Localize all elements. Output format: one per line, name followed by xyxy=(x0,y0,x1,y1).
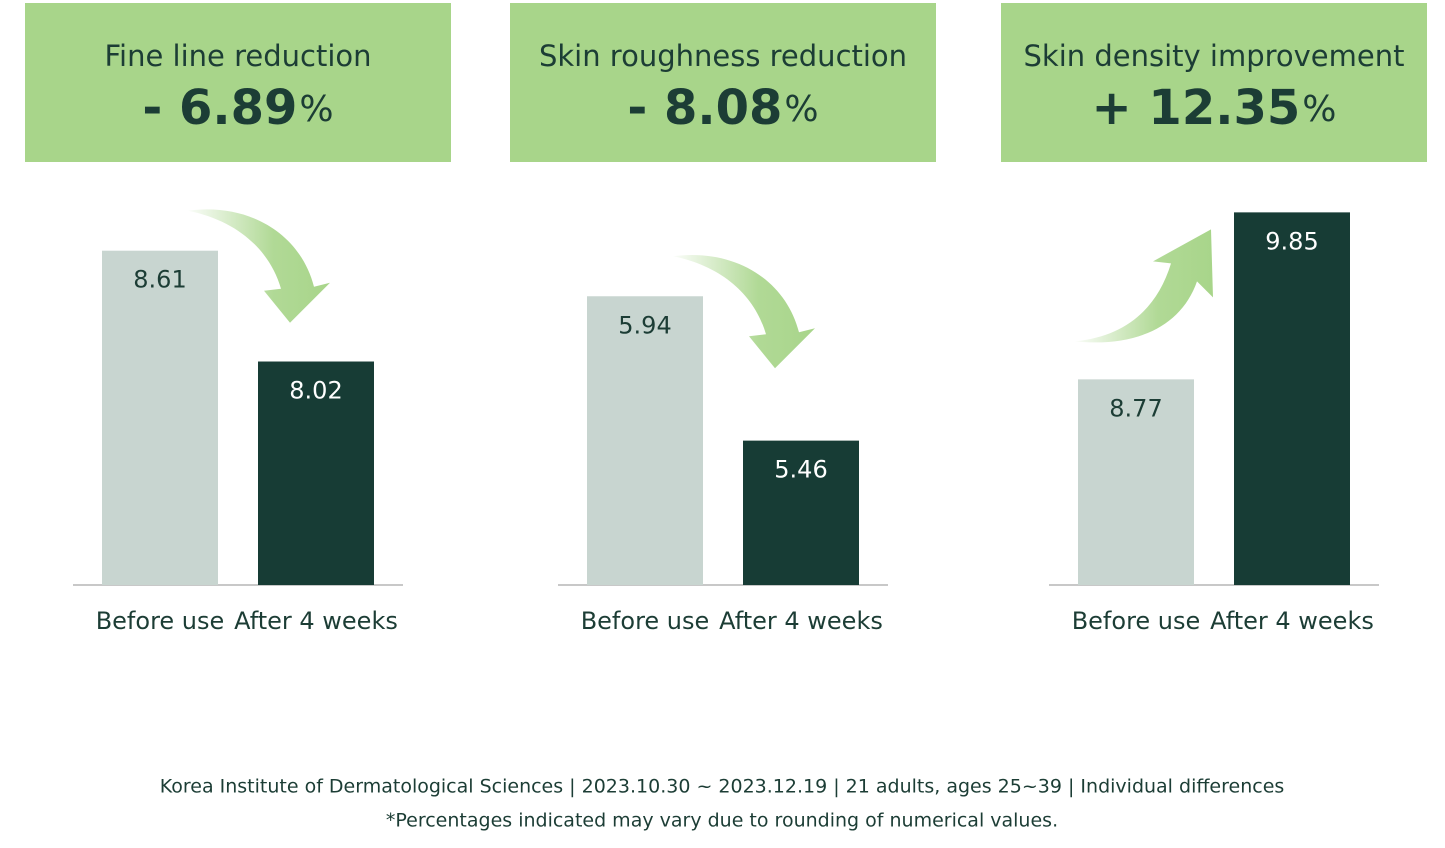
panel-title: Skin roughness reduction xyxy=(539,39,907,73)
bar xyxy=(587,296,703,585)
chart-panel: Skin roughness reduction - 8.08% 5.94 Befor… xyxy=(510,3,936,635)
bar xyxy=(743,440,859,585)
change-headline: - 6.89% xyxy=(142,80,333,136)
bar-value-label: 5.94 xyxy=(618,311,671,339)
bar xyxy=(258,361,374,585)
chart-panel: Fine line reduction - 6.89% 8.61 Before use… xyxy=(25,3,451,635)
bar-value-label: 9.85 xyxy=(1265,227,1318,255)
change-unit: % xyxy=(1302,89,1336,130)
bar xyxy=(102,250,218,585)
header-box xyxy=(510,3,936,162)
change-headline: - 8.08% xyxy=(627,80,818,136)
trend-arrow xyxy=(673,254,815,369)
bar-value-label: 8.02 xyxy=(289,377,342,405)
trend-arrow xyxy=(188,209,330,323)
panel-title: Fine line reduction xyxy=(104,39,371,73)
change-unit: % xyxy=(299,89,333,130)
bar-value-label: 8.77 xyxy=(1109,394,1162,422)
trend-arrow xyxy=(1075,229,1213,343)
bar xyxy=(1078,379,1194,585)
bar-value-label: 8.61 xyxy=(133,266,186,294)
category-label: Before use xyxy=(96,607,225,635)
category-label: After 4 weeks xyxy=(719,607,883,635)
bar-value-label: 5.46 xyxy=(774,456,827,484)
change-value: - 6.89 xyxy=(142,80,297,136)
change-headline: + 12.35% xyxy=(1092,80,1337,136)
category-label: After 4 weeks xyxy=(234,607,398,635)
category-label: After 4 weeks xyxy=(1210,607,1374,635)
chart-panel: Skin density improvement + 12.35% 8.77 Befo… xyxy=(1001,3,1427,635)
panel-title: Skin density improvement xyxy=(1024,39,1405,73)
footer-note: *Percentages indicated may vary due to r… xyxy=(386,810,1058,832)
category-label: Before use xyxy=(1072,607,1201,635)
footer-source: Korea Institute of Dermatological Scienc… xyxy=(160,776,1285,798)
category-label: Before use xyxy=(581,607,710,635)
change-unit: % xyxy=(784,89,818,130)
bar xyxy=(1234,212,1350,585)
header-box xyxy=(1001,3,1427,162)
change-value: - 8.08 xyxy=(627,80,782,136)
change-value: + 12.35 xyxy=(1092,80,1301,136)
header-box xyxy=(25,3,451,162)
